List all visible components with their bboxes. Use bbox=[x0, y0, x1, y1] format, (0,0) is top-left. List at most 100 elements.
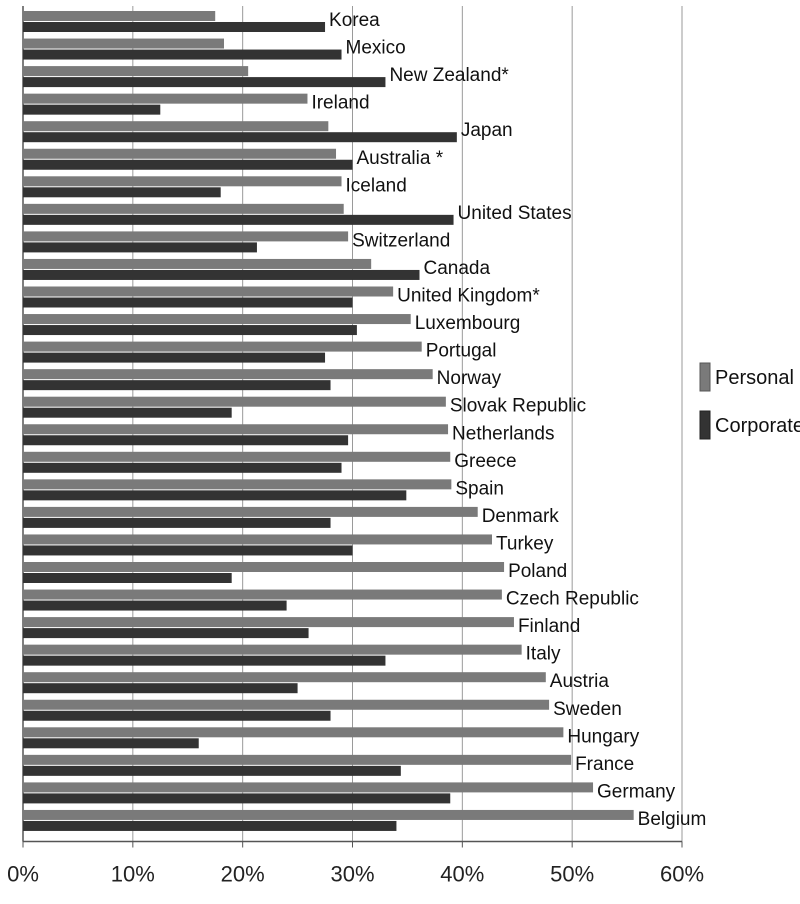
legend: Personal Corporate bbox=[699, 362, 800, 440]
bar-personal bbox=[23, 66, 249, 77]
bar-corporate bbox=[23, 793, 451, 804]
bar-personal bbox=[23, 782, 594, 793]
bar-corporate bbox=[23, 628, 309, 639]
country-label: Australia * bbox=[357, 148, 444, 169]
bar-corporate bbox=[23, 683, 298, 694]
country-label: Slovak Republic bbox=[450, 396, 586, 417]
country-label: Mexico bbox=[346, 38, 406, 59]
bar-corporate bbox=[23, 77, 386, 88]
bar-personal bbox=[23, 148, 337, 159]
country-label: Canada bbox=[423, 258, 490, 279]
country-label: Japan bbox=[461, 120, 513, 141]
bar-personal bbox=[23, 617, 514, 628]
x-axis: 0% 10% 20% 30% 40% 50% 60% bbox=[7, 840, 704, 887]
legend-label-personal: Personal bbox=[715, 367, 794, 389]
bar-personal bbox=[23, 644, 522, 655]
country-label: Portugal bbox=[426, 341, 497, 362]
bar-personal bbox=[23, 286, 394, 297]
bar-corporate bbox=[23, 187, 221, 198]
bar-personal bbox=[23, 341, 422, 352]
bar-personal bbox=[23, 727, 564, 738]
x-tick-label: 0% bbox=[7, 862, 39, 887]
country-label: Greece bbox=[454, 451, 516, 472]
country-label: France bbox=[575, 754, 634, 775]
bar-personal bbox=[23, 38, 224, 49]
bar-corporate bbox=[23, 820, 397, 831]
bar-corporate bbox=[23, 490, 407, 501]
bar-corporate bbox=[23, 159, 353, 170]
bar-corporate bbox=[23, 545, 353, 556]
bar-personal bbox=[23, 231, 349, 242]
bar-corporate bbox=[23, 269, 420, 280]
country-label: Ireland bbox=[311, 93, 369, 114]
bar-personal bbox=[23, 176, 342, 187]
bar-personal bbox=[23, 562, 505, 572]
bar-corporate bbox=[23, 655, 386, 666]
x-tick-label: 40% bbox=[440, 862, 484, 887]
bar-corporate bbox=[23, 49, 342, 60]
bar-corporate bbox=[23, 710, 331, 721]
country-label: Italy bbox=[526, 644, 561, 665]
country-label: Poland bbox=[508, 561, 567, 582]
bar-personal bbox=[23, 258, 372, 269]
bar-personal bbox=[23, 396, 446, 407]
bar-personal bbox=[23, 93, 308, 104]
x-tick-label: 20% bbox=[221, 862, 265, 887]
country-label: Finland bbox=[518, 616, 580, 637]
legend-swatch-corporate bbox=[699, 410, 711, 440]
x-tick-label: 30% bbox=[330, 862, 374, 887]
bar-personal bbox=[23, 121, 329, 132]
country-label: Denmark bbox=[482, 506, 560, 527]
bar-personal bbox=[23, 534, 492, 545]
country-label: Netherlands bbox=[452, 423, 554, 444]
bar-corporate bbox=[23, 242, 257, 253]
bar-corporate bbox=[23, 738, 199, 749]
bar-personal bbox=[23, 699, 550, 710]
country-label: Austria bbox=[550, 671, 610, 692]
bar-personal bbox=[23, 314, 411, 325]
bar-corporate bbox=[23, 765, 401, 776]
bar-personal bbox=[23, 506, 478, 517]
country-label: Germany bbox=[597, 781, 676, 802]
bar-personal bbox=[23, 203, 344, 214]
bar-corporate bbox=[23, 104, 161, 115]
bar-personal bbox=[23, 672, 546, 683]
bar-personal bbox=[23, 11, 216, 21]
x-tick-label: 10% bbox=[111, 862, 155, 887]
bar-corporate bbox=[23, 600, 287, 611]
bar-corporate bbox=[23, 407, 232, 418]
country-label: United States bbox=[458, 203, 572, 224]
country-label: Hungary bbox=[567, 726, 639, 747]
bar-corporate bbox=[23, 380, 331, 391]
country-label: Czech Republic bbox=[506, 589, 639, 610]
bar-corporate bbox=[23, 22, 326, 32]
bar-corporate bbox=[23, 214, 454, 225]
country-label: Norway bbox=[437, 368, 502, 389]
country-label: Iceland bbox=[346, 175, 407, 196]
country-label: United Kingdom* bbox=[397, 286, 540, 307]
bar-corporate bbox=[23, 517, 331, 528]
country-label: Spain bbox=[455, 478, 504, 499]
bars bbox=[23, 11, 634, 831]
country-label: Switzerland bbox=[352, 230, 450, 251]
country-label: Sweden bbox=[553, 699, 622, 720]
country-label: New Zealand* bbox=[389, 65, 509, 86]
bar-personal bbox=[23, 479, 452, 490]
legend-swatch-personal bbox=[699, 362, 711, 392]
bar-corporate bbox=[23, 325, 357, 336]
legend-label-corporate: Corporate bbox=[715, 415, 800, 437]
bar-corporate bbox=[23, 132, 457, 143]
bar-corporate bbox=[23, 352, 326, 363]
bar-personal bbox=[23, 369, 433, 380]
bar-corporate bbox=[23, 435, 349, 446]
bar-corporate bbox=[23, 573, 232, 583]
x-tick-label: 60% bbox=[660, 862, 704, 887]
bar-corporate bbox=[23, 462, 342, 473]
country-label: Turkey bbox=[496, 533, 554, 554]
country-label: Belgium bbox=[638, 809, 707, 830]
x-tick-label: 50% bbox=[550, 862, 594, 887]
bar-personal bbox=[23, 809, 634, 820]
bar-corporate bbox=[23, 297, 353, 308]
bar-personal bbox=[23, 754, 572, 765]
